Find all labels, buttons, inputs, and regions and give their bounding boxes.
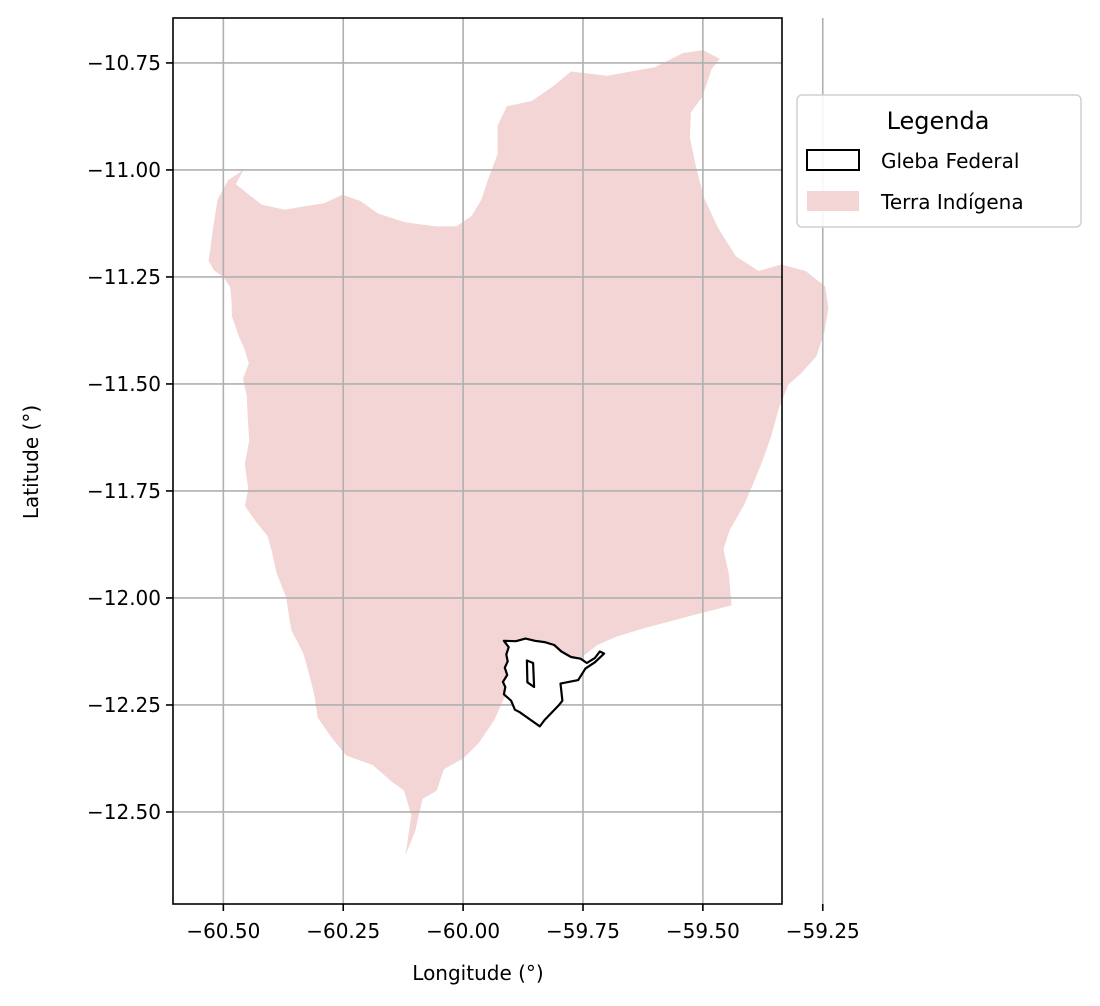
legend: Legenda Gleba Federal Terra Indígena [796,94,1082,228]
x-axis-label: Longitude (°) [412,961,543,985]
legend-label-gleba-federal: Gleba Federal [881,149,1019,173]
x-tick-label: −60.00 [426,919,500,943]
terra-indigena-layer [208,50,829,855]
plot-frame [172,17,783,905]
y-tick-label: −11.25 [87,265,161,289]
terra-indigena-legend-swatch [807,191,859,211]
x-tick-label: −59.50 [666,919,740,943]
legend-label-terra-indigena: Terra Indígena [880,190,1024,214]
gleba-federal-inner-parcel [525,659,536,689]
y-axis-label: Latitude (°) [19,405,43,519]
gleba-federal-layer [501,637,606,728]
legend-title: Legenda [887,107,990,135]
terra-indigena-polygon [208,50,829,855]
axis-ticks: −60.50 −60.25 −60.00 −59.75 −59.50 −59.25 −10.… [87,51,860,943]
y-tick-label: −10.75 [87,51,161,75]
y-tick-label: −11.75 [87,479,161,503]
y-tick-label: −12.25 [87,693,161,717]
x-tick-label: −59.25 [786,919,860,943]
y-tick-label: −12.00 [87,586,161,610]
y-tick-label: −11.00 [87,158,161,182]
x-tick-label: −60.25 [306,919,380,943]
gleba-federal-legend-swatch [806,149,860,171]
legend-frame [796,94,1082,228]
x-tick-label: −59.75 [546,919,620,943]
grid-lines [173,18,824,904]
y-tick-label: −12.50 [87,800,161,824]
x-tick-label: −60.50 [186,919,260,943]
y-tick-label: −11.50 [87,372,161,396]
